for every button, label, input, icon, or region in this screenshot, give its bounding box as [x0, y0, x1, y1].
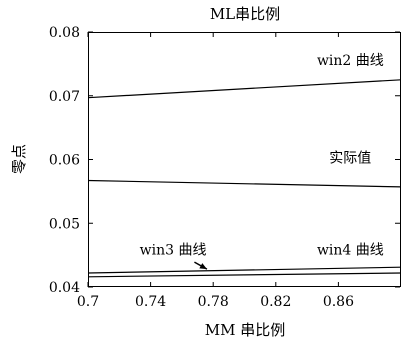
y-axis: 0.04 0.05 0.06 0.07 0.08	[49, 25, 400, 296]
series-annotation: win4 曲线	[317, 242, 384, 258]
y-tick-label: 0.07	[49, 89, 80, 105]
x-axis: 0.7 0.74 0.78 0.82 0.86	[77, 32, 354, 310]
series-annotation: 实际值	[329, 151, 371, 167]
x-tick-label: 0.74	[135, 294, 166, 310]
y-tick-label: 0.08	[49, 25, 80, 41]
x-tick-label: 0.7	[77, 294, 99, 310]
series-annotation: win2 曲线	[317, 53, 384, 69]
series-layer	[87, 79, 401, 278]
y-axis-label: 零点	[10, 144, 28, 174]
series-annotation: win3 曲线	[140, 242, 207, 258]
y-tick-label: 0.06	[49, 153, 80, 169]
x-tick-label: 0.82	[260, 294, 291, 310]
y-tick-label: 0.05	[49, 216, 80, 232]
y-tick-label: 0.04	[49, 280, 80, 296]
arrow-head	[199, 263, 207, 270]
series-line	[87, 266, 401, 274]
x-axis-label: MM 串比例	[205, 321, 286, 339]
series-line	[87, 272, 401, 278]
series-line	[87, 79, 401, 99]
x-tick-label: 0.86	[323, 294, 354, 310]
series-line	[87, 179, 401, 188]
x-tick-label: 0.78	[198, 294, 229, 310]
chart-title: ML串比例	[210, 5, 280, 23]
